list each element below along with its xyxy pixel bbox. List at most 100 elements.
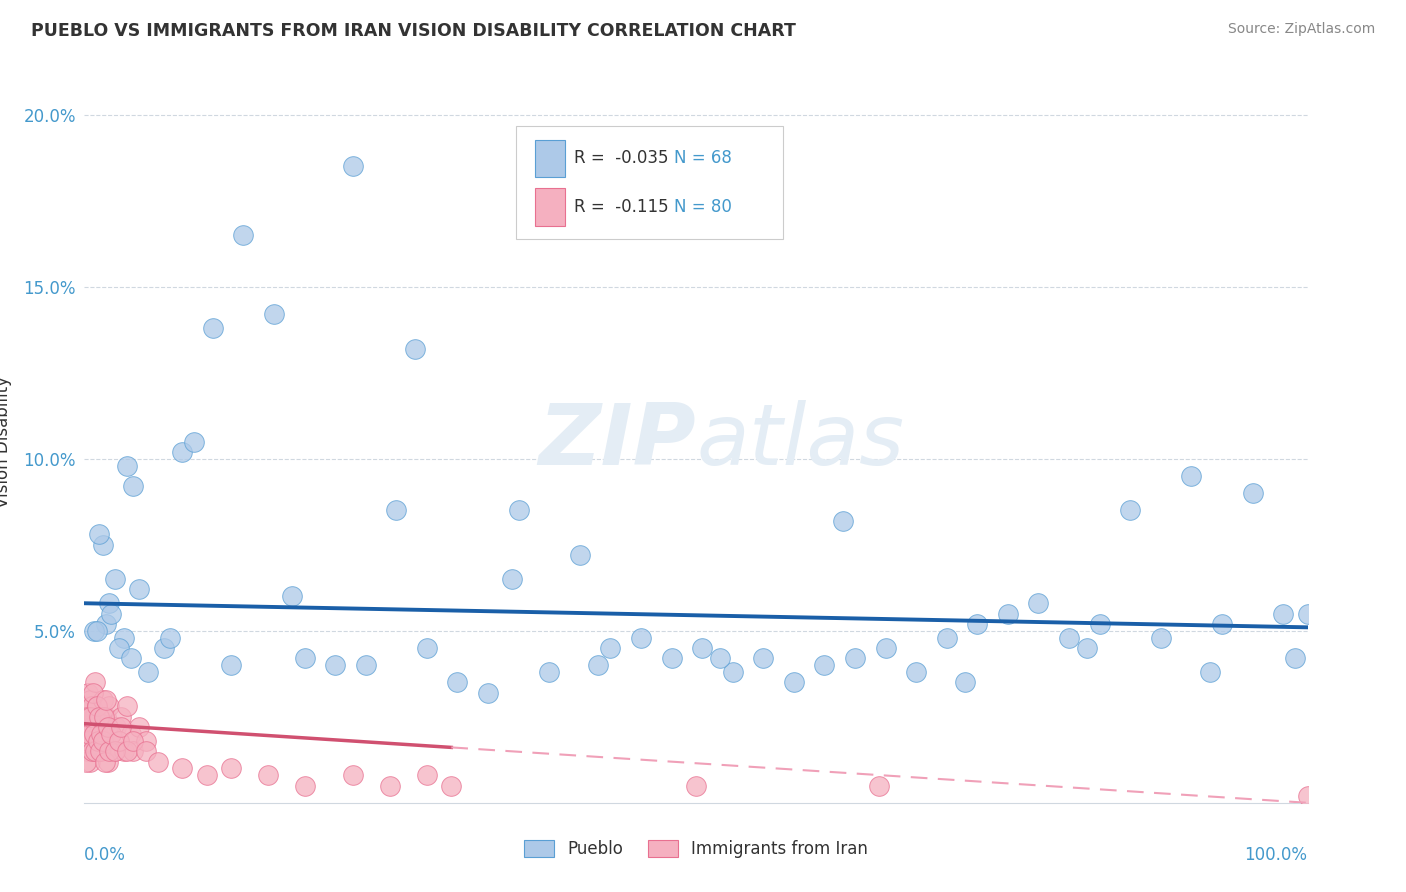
Point xyxy=(100,727,122,741)
Point xyxy=(440,779,463,793)
Point xyxy=(87,527,110,541)
Point xyxy=(1088,616,1111,631)
Point xyxy=(110,720,132,734)
Point xyxy=(416,640,439,655)
Point xyxy=(115,744,138,758)
Point xyxy=(91,692,114,706)
Point xyxy=(354,658,377,673)
Point xyxy=(90,744,112,758)
Point xyxy=(195,768,218,782)
Point xyxy=(93,720,115,734)
Point xyxy=(107,734,129,748)
Point xyxy=(380,779,402,793)
Point xyxy=(219,658,242,673)
Point xyxy=(75,734,97,748)
Point xyxy=(77,727,100,741)
Point xyxy=(122,479,145,493)
Point xyxy=(120,651,142,665)
Point xyxy=(783,675,806,690)
Point xyxy=(709,651,731,665)
Point xyxy=(997,607,1019,621)
Point xyxy=(75,710,97,724)
Text: ZIP: ZIP xyxy=(538,400,696,483)
Point xyxy=(104,744,127,758)
Point xyxy=(90,727,112,741)
Point xyxy=(103,744,125,758)
Point xyxy=(87,710,110,724)
Point xyxy=(107,734,129,748)
Point xyxy=(97,744,120,758)
Text: 0.0%: 0.0% xyxy=(84,847,127,864)
Point xyxy=(76,710,98,724)
Point xyxy=(100,607,122,621)
Point xyxy=(1180,469,1202,483)
Point xyxy=(586,658,609,673)
Point xyxy=(77,710,100,724)
Y-axis label: Vision Disability: Vision Disability xyxy=(0,376,13,508)
Point xyxy=(831,514,853,528)
Point xyxy=(219,761,242,775)
Point xyxy=(135,744,157,758)
Point xyxy=(1119,503,1142,517)
Point xyxy=(77,686,100,700)
Point xyxy=(502,572,524,586)
Point xyxy=(83,727,105,741)
Point xyxy=(76,744,98,758)
Point xyxy=(294,779,316,793)
Text: Source: ZipAtlas.com: Source: ZipAtlas.com xyxy=(1227,22,1375,37)
Point xyxy=(84,720,107,734)
Point xyxy=(685,779,707,793)
Point xyxy=(935,631,957,645)
Point xyxy=(86,624,108,638)
Point xyxy=(89,744,111,758)
Point xyxy=(83,624,105,638)
Point xyxy=(110,710,132,724)
Point xyxy=(813,658,835,673)
Point xyxy=(77,727,100,741)
Point xyxy=(1211,616,1233,631)
Point xyxy=(1028,596,1050,610)
Point xyxy=(76,699,98,714)
Point xyxy=(1057,631,1080,645)
Point xyxy=(172,445,194,459)
Point xyxy=(201,321,224,335)
Point xyxy=(96,616,118,631)
Point xyxy=(87,727,110,741)
Point xyxy=(112,631,135,645)
Point xyxy=(97,755,120,769)
Point xyxy=(94,734,117,748)
Point xyxy=(89,710,111,724)
Point xyxy=(82,744,104,758)
Point xyxy=(91,538,114,552)
Point xyxy=(1296,607,1319,621)
Point xyxy=(257,768,280,782)
Point xyxy=(135,734,157,748)
Point xyxy=(294,651,316,665)
Point xyxy=(83,727,105,741)
Point xyxy=(1272,607,1295,621)
Point xyxy=(87,734,110,748)
Text: PUEBLO VS IMMIGRANTS FROM IRAN VISION DISABILITY CORRELATION CHART: PUEBLO VS IMMIGRANTS FROM IRAN VISION DI… xyxy=(31,22,796,40)
Point xyxy=(75,755,97,769)
Point xyxy=(1296,789,1319,803)
Point xyxy=(1284,651,1306,665)
Point xyxy=(94,755,117,769)
Text: N = 68: N = 68 xyxy=(673,150,733,168)
Point xyxy=(97,699,120,714)
Point xyxy=(508,503,530,517)
Point xyxy=(342,159,364,173)
Point xyxy=(82,699,104,714)
Point xyxy=(1198,665,1220,679)
Point xyxy=(183,434,205,449)
Text: atlas: atlas xyxy=(696,400,904,483)
Point xyxy=(80,720,103,734)
Point xyxy=(661,651,683,665)
Point xyxy=(1241,486,1264,500)
Point xyxy=(86,699,108,714)
Point xyxy=(172,761,194,775)
Text: 100.0%: 100.0% xyxy=(1244,847,1308,864)
Point xyxy=(82,686,104,700)
Point xyxy=(153,640,176,655)
Point xyxy=(80,734,103,748)
Point xyxy=(79,692,101,706)
